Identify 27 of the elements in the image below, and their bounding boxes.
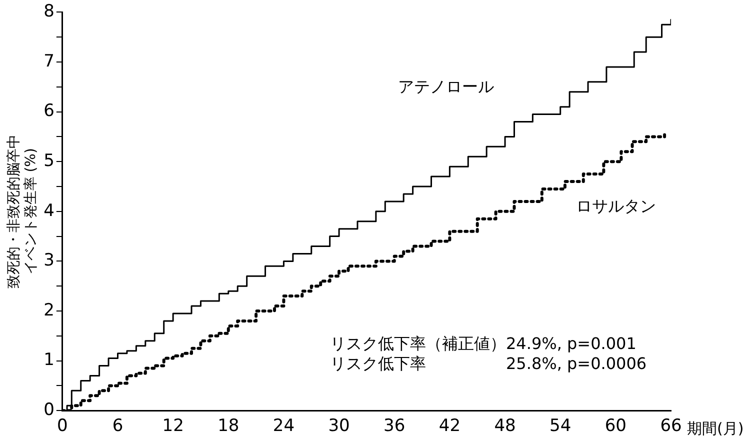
x-tick-label: 12 — [162, 416, 184, 436]
y-tick-label: 2 — [44, 300, 54, 320]
annotation: リスク低下率 25.8%, p=0.0006 — [330, 354, 647, 374]
series-label: ロサルタン — [576, 196, 656, 216]
y-tick-label: 5 — [44, 151, 54, 172]
y-tick-label: 0 — [44, 400, 54, 420]
y-tick-label: 3 — [44, 250, 54, 271]
x-tick-label: 30 — [328, 416, 350, 436]
y-tick-label: 7 — [44, 51, 54, 72]
annotation: リスク低下率（補正値）24.9%, p=0.001 — [330, 334, 636, 354]
x-tick-label: 6 — [112, 416, 124, 436]
x-tick-label: 48 — [494, 416, 516, 436]
x-tick-label: 66 — [660, 416, 682, 436]
y-tick-label: 4 — [44, 200, 54, 221]
x-tick-label: 18 — [218, 416, 240, 436]
x-tick-label: 60 — [604, 416, 626, 436]
x-tick-label: 0 — [57, 416, 68, 436]
x-tick-label: 42 — [438, 416, 461, 436]
x-tick-label: 54 — [550, 416, 572, 436]
y-tick-label: 1 — [44, 350, 54, 370]
y-axis-title: 致死的・非致死的脳卒中イベント発生率 (%) — [6, 134, 39, 288]
text: アテノロール — [398, 77, 494, 96]
y-tick-label: 6 — [44, 101, 54, 122]
y-tick-label: 8 — [44, 2, 54, 22]
x-tick-label: 36 — [384, 416, 406, 436]
x-tick-label: 24 — [272, 416, 295, 436]
x-axis-title: 期間(月) — [687, 419, 744, 437]
